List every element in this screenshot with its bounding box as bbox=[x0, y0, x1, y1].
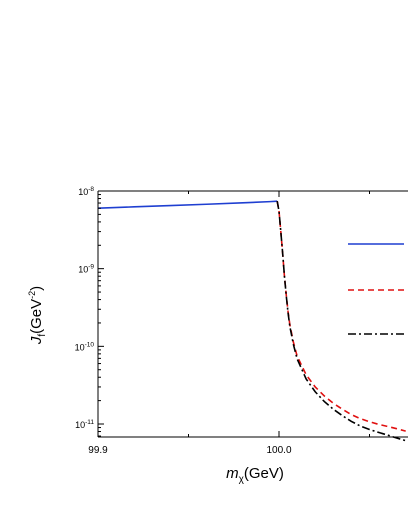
x-tick-label: 99.9 bbox=[88, 445, 108, 456]
y-axis-title: Jf(GeV-2) bbox=[27, 286, 48, 345]
x-axis-title: mχ(GeV) bbox=[226, 465, 284, 485]
tick-labels: 99.9 100.0 10-8 10-9 10-10 10-11 bbox=[75, 186, 292, 456]
y-tick-label: 10-10 bbox=[75, 341, 95, 352]
series-line-3 bbox=[276, 201, 406, 442]
x-tick-label: 100.0 bbox=[266, 445, 291, 456]
series-lines bbox=[97, 200, 406, 442]
legend bbox=[348, 243, 404, 335]
y-tick-label: 10-8 bbox=[78, 186, 94, 197]
y-tick-label: 10-9 bbox=[78, 264, 94, 275]
y-tick-label: 10-11 bbox=[75, 419, 94, 430]
series-line-1 bbox=[97, 200, 278, 210]
series-line-2 bbox=[276, 201, 406, 432]
axes bbox=[97, 190, 408, 438]
axis-titles: mχ(GeV) Jf(GeV-2) bbox=[27, 286, 284, 485]
